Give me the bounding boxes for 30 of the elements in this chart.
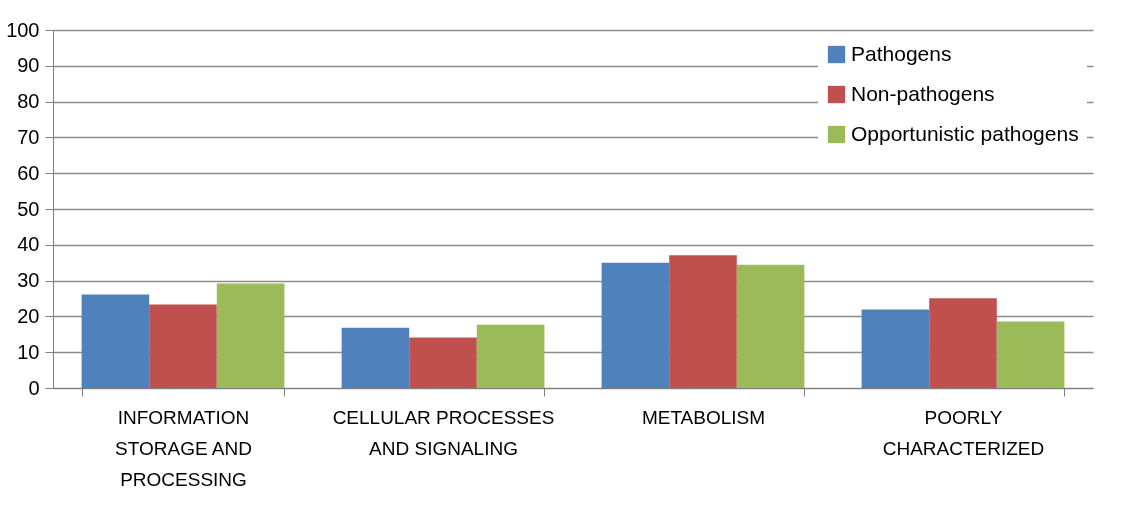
y-tick-label: 100 [6,18,40,41]
y-tick-label: 30 [17,269,40,292]
x-tick-label: CELLULAR PROCESSES AND SIGNALING [332,406,555,459]
legend-label: Non-pathogens [851,81,995,105]
bar [341,327,410,388]
y-tick-label: 10 [17,340,40,363]
x-tick-label: INFORMATION STORAGE AND PROCESSING [115,406,252,490]
bar [476,324,545,388]
bar [669,255,737,388]
y-tick-label: 20 [17,304,40,327]
bar [409,337,477,388]
y-tick-label: 40 [17,233,40,256]
bar [216,283,285,388]
bar [149,304,217,388]
y-tick-label: 70 [17,125,40,148]
y-tick-label: 0 [28,376,40,399]
y-tick-label: 80 [17,90,40,113]
legend-label: Opportunistic pathogens [851,121,1079,145]
x-tick-label: METABOLISM [641,406,766,428]
bar [861,309,930,388]
bar [996,321,1065,388]
legend-label: Pathogens [851,41,952,65]
y-tick-label: 50 [17,197,40,220]
bar [736,264,805,388]
bar [81,294,150,388]
y-tick-label: 60 [17,161,40,184]
bar [929,298,997,388]
y-tick-label: 90 [17,54,40,77]
bar [601,262,670,388]
x-tick-label: POORLY CHARACTERIZED [882,406,1045,459]
